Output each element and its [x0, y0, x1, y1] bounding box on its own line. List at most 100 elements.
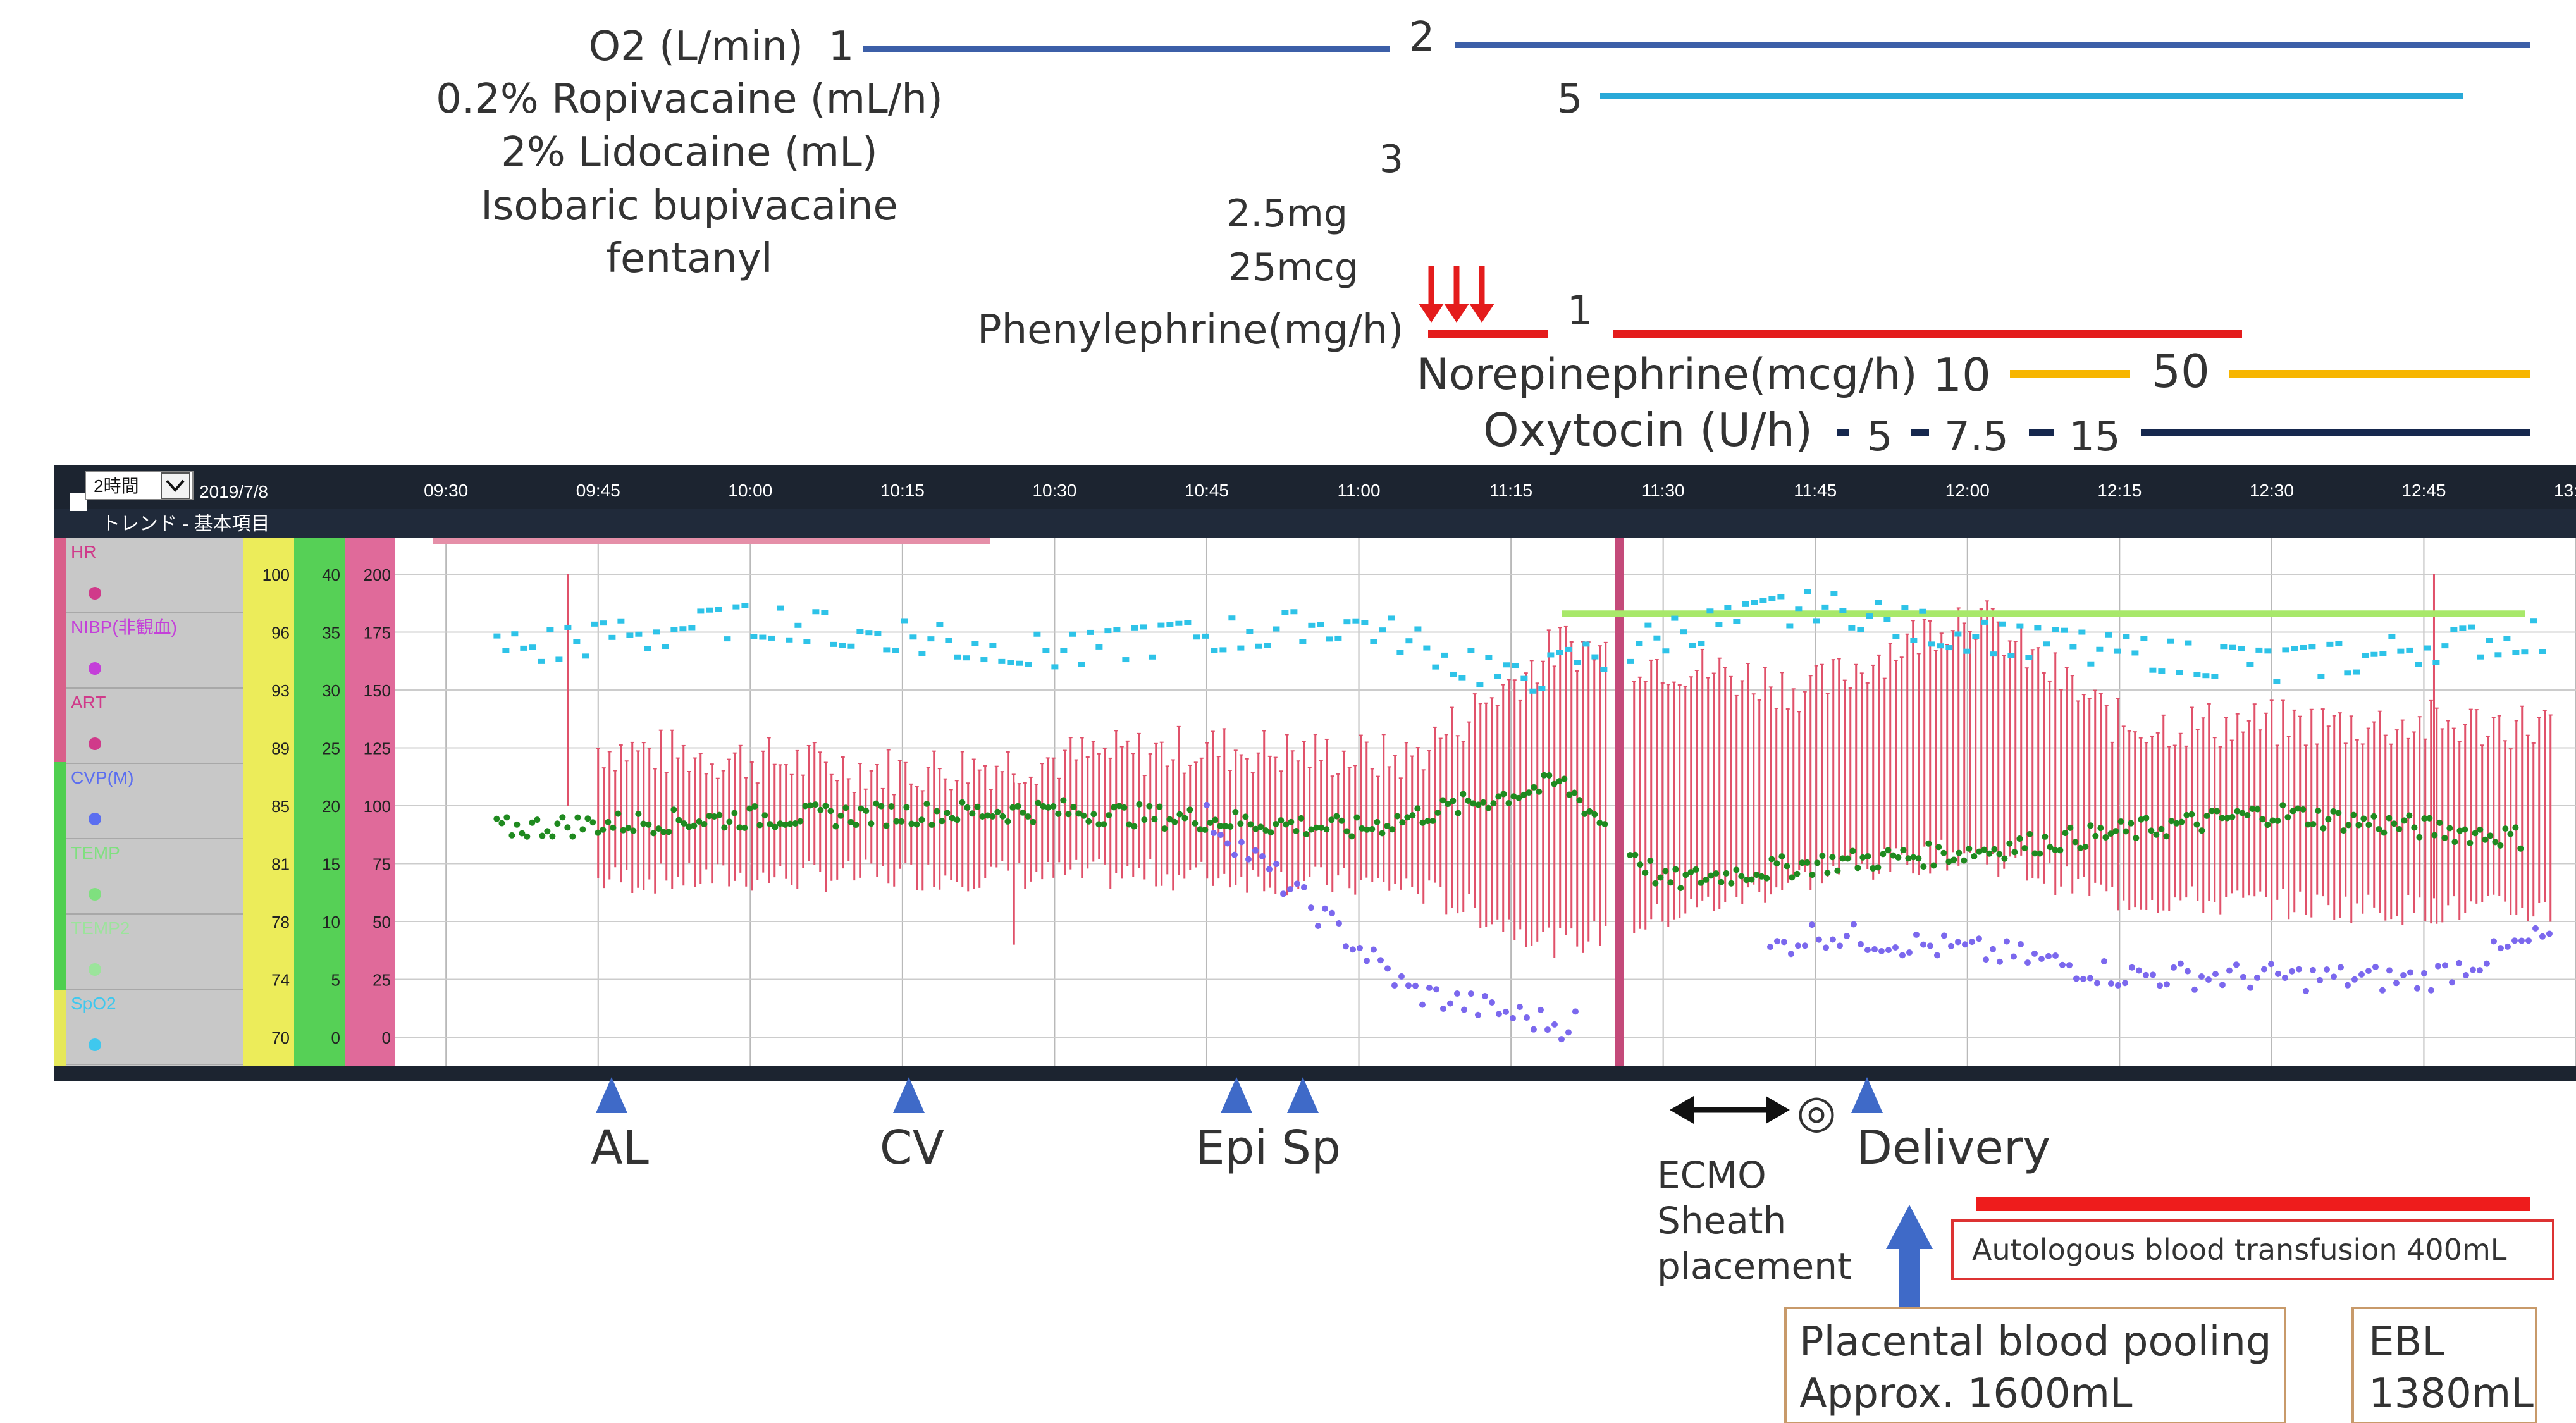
- cvp-point: [1961, 941, 1968, 948]
- map-point: [2284, 814, 2291, 821]
- map-point: [635, 810, 642, 817]
- cvp-point: [2351, 976, 2358, 983]
- param-marker: [89, 1038, 101, 1051]
- hr-point: [2069, 644, 2077, 650]
- cvp-point: [2497, 945, 2504, 952]
- map-point: [1945, 858, 1952, 865]
- ecmo-label-2: Sheath: [1657, 1199, 1786, 1242]
- hr-point: [1556, 650, 1563, 655]
- time-axis-bar: [54, 465, 2576, 509]
- hr-point: [546, 627, 554, 632]
- map-point: [2279, 802, 2286, 809]
- map-point: [1176, 811, 1183, 818]
- map-point: [1632, 851, 1639, 858]
- map-point: [2325, 816, 2332, 823]
- time-tick: 12:15: [2097, 481, 2142, 500]
- marker-delivery: [1851, 1077, 1883, 1113]
- hr-point: [2530, 618, 2537, 624]
- map-point: [721, 824, 728, 831]
- map-point: [2477, 826, 2484, 833]
- map-point: [1035, 799, 1042, 806]
- map-point: [1981, 846, 1988, 853]
- marker-al: [596, 1077, 627, 1113]
- cvp-point: [2441, 962, 2448, 969]
- hr-point: [1228, 615, 1236, 621]
- cvp-point: [2142, 971, 2149, 978]
- map-point: [579, 826, 586, 833]
- map-point: [1085, 818, 1092, 825]
- hr-point: [555, 656, 563, 662]
- cvp-point: [2413, 985, 2420, 992]
- hr-point: [573, 639, 581, 644]
- cvp-point: [1481, 992, 1488, 999]
- hr-point: [1450, 671, 1457, 677]
- map-point: [2219, 815, 2226, 822]
- cvp-point: [1773, 938, 1780, 945]
- cvp-point: [1544, 1026, 1551, 1033]
- map-point: [2305, 821, 2312, 828]
- map-point: [1323, 826, 1330, 833]
- chevron-down-icon[interactable]: [161, 472, 190, 499]
- hr-point: [2459, 625, 2467, 631]
- hr-point: [1910, 638, 1918, 643]
- hr-point: [2362, 653, 2369, 658]
- cvp-point: [1217, 832, 1224, 839]
- map-point: [1232, 808, 1239, 815]
- cvp-point: [2066, 962, 2073, 969]
- map-point: [1004, 818, 1011, 825]
- map-point: [1920, 863, 1927, 870]
- cvp-point: [1293, 880, 1300, 887]
- hr-point: [582, 653, 589, 659]
- map-point: [1257, 823, 1264, 830]
- map-point: [2168, 818, 2175, 825]
- map-point: [2183, 811, 2190, 818]
- cvp-point: [2302, 987, 2309, 994]
- hr-point: [1317, 622, 1324, 627]
- time-tick: 09:30: [424, 481, 468, 500]
- map-point: [1531, 784, 1538, 791]
- scale-tick-spo2: 78: [271, 913, 290, 932]
- map-point: [944, 810, 951, 816]
- map-point: [1799, 859, 1806, 866]
- cvp-point: [1857, 940, 1864, 947]
- cvp-point: [2149, 971, 2156, 978]
- cvp-point: [1551, 1021, 1558, 1028]
- lidocaine-value: 3: [1379, 137, 1403, 182]
- map-point: [615, 810, 622, 817]
- map-point: [908, 820, 915, 827]
- scale-tick-cvp: 10: [322, 913, 340, 932]
- map-point: [2462, 826, 2468, 833]
- cvp-point: [1446, 1000, 1453, 1007]
- map-point: [645, 821, 652, 828]
- hr-point: [1149, 654, 1156, 660]
- cvp-point: [1850, 921, 1857, 928]
- map-point: [2133, 834, 2140, 841]
- map-point: [2052, 846, 2059, 853]
- hr-point: [2397, 648, 2405, 654]
- cvp-point: [2240, 973, 2246, 980]
- scale-tick-cvp: 20: [322, 797, 340, 816]
- hr-point: [1211, 648, 1218, 653]
- hr-point: [2238, 646, 2245, 651]
- scale-tick-spo2: 96: [271, 624, 290, 643]
- map-point: [731, 810, 738, 816]
- hr-point: [644, 646, 651, 651]
- hr-point: [1990, 651, 1997, 657]
- map-point: [1090, 811, 1097, 818]
- map-point: [1834, 867, 1841, 874]
- cvp-point: [1495, 1011, 1502, 1018]
- map-point: [2153, 831, 2160, 838]
- label-delivery: Delivery: [1856, 1121, 2050, 1175]
- map-point: [1399, 819, 1406, 826]
- map-point: [1267, 829, 1274, 836]
- map-point: [2360, 815, 2367, 822]
- ecmo-range-arrow: [1670, 1096, 1790, 1124]
- map-point: [1020, 809, 1026, 816]
- cvp-point: [2100, 958, 2107, 965]
- map-point: [858, 805, 865, 812]
- placental-text-2: Approx. 1600mL: [1799, 1371, 2133, 1417]
- map-point: [2330, 808, 2337, 815]
- hr-point: [2468, 624, 2475, 630]
- map-point: [1445, 801, 1451, 808]
- hr-point: [927, 636, 935, 642]
